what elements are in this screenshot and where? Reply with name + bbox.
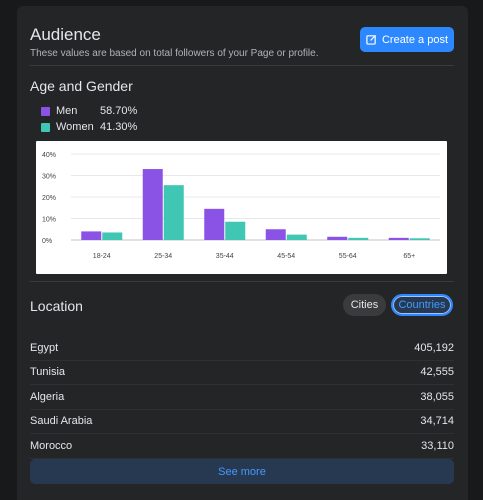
country-name: Tunisia	[30, 366, 66, 379]
bar-women-45-54	[286, 234, 307, 240]
age-gender-chart: 0% 10% 20% 30% 40% 18-24 25-34 35-44 45-54 55-64 6…	[36, 141, 447, 274]
create-post-button[interactable]: Create a post	[360, 27, 454, 52]
bar-men-35-44	[204, 208, 225, 240]
country-name: Morocco	[30, 439, 73, 452]
bar-men-55-64	[327, 236, 348, 240]
table-row: Algeria 38,055	[30, 385, 454, 410]
bar-women-35-44	[225, 221, 246, 240]
country-value: 34,714	[420, 415, 454, 428]
audience-header: Audience These values are based on total…	[30, 25, 319, 59]
x-tick-label: 25-34	[154, 253, 172, 260]
x-tick-label: 55-64	[339, 253, 357, 260]
audience-subtitle: These values are based on total follower…	[30, 48, 319, 59]
table-row: Tunisia 42,555	[30, 361, 454, 385]
country-value: 38,055	[420, 390, 454, 403]
see-more-button[interactable]: See more	[30, 459, 454, 484]
create-post-label: Create a post	[381, 33, 449, 46]
y-tick-label: 20%	[42, 195, 56, 202]
bar-men-65+	[388, 237, 409, 240]
bar-women-55-64	[348, 237, 369, 240]
bar-chart: 0% 10% 20% 30% 40% 18-24 25-34 35-44 45-54 55-64 6…	[42, 152, 440, 260]
men-swatch	[41, 106, 50, 116]
x-tick-label: 65+	[403, 253, 415, 260]
audience-card: Audience These values are based on total…	[17, 6, 468, 500]
y-tick-label: 0%	[42, 238, 52, 245]
tab-cities[interactable]: Cities	[343, 294, 386, 316]
divider	[30, 65, 454, 66]
bar-women-25-34	[163, 185, 184, 240]
y-tick-label: 40%	[42, 152, 56, 159]
bar-men-25-34	[142, 169, 163, 240]
country-name: Algeria	[30, 390, 65, 403]
x-tick-label: 18-24	[93, 253, 111, 260]
legend-name: Men	[56, 105, 78, 117]
bar-men-18-24	[81, 231, 102, 240]
y-tick-label: 30%	[42, 174, 56, 181]
x-tick-label: 35-44	[216, 253, 234, 260]
table-row: Egypt 405,192	[30, 336, 454, 361]
location-table: Egypt 405,192 Tunisia 42,555 Algeria 38,…	[30, 336, 454, 459]
legend-men: Men 58.70%	[41, 103, 137, 119]
divider	[30, 281, 454, 282]
country-value: 405,192	[414, 341, 454, 354]
location-title: Location	[30, 298, 83, 314]
legend-value: 41.30%	[100, 121, 138, 133]
country-value: 33,110	[421, 439, 454, 452]
women-swatch	[41, 122, 50, 132]
legend-women: Women 41.30%	[41, 119, 137, 135]
country-name: Saudi Arabia	[30, 415, 93, 428]
tab-countries[interactable]: Countries	[391, 294, 453, 316]
legend-value: 58.70%	[100, 105, 138, 117]
edit-icon	[366, 34, 377, 45]
legend-name: Women	[56, 121, 94, 133]
x-tick-label: 45-54	[277, 253, 295, 260]
chart-legend: Men 58.70% Women 41.30%	[41, 103, 137, 135]
table-row: Morocco 33,110	[30, 434, 454, 459]
y-tick-label: 10%	[42, 217, 56, 224]
bar-women-18-24	[102, 232, 123, 240]
age-gender-title: Age and Gender	[30, 78, 133, 94]
bar-men-45-54	[265, 229, 286, 240]
bar-women-65+	[409, 238, 430, 240]
country-value: 42,555	[420, 366, 454, 379]
table-row: Saudi Arabia 34,714	[30, 410, 454, 434]
audience-title: Audience	[30, 25, 101, 44]
country-name: Egypt	[30, 341, 59, 354]
